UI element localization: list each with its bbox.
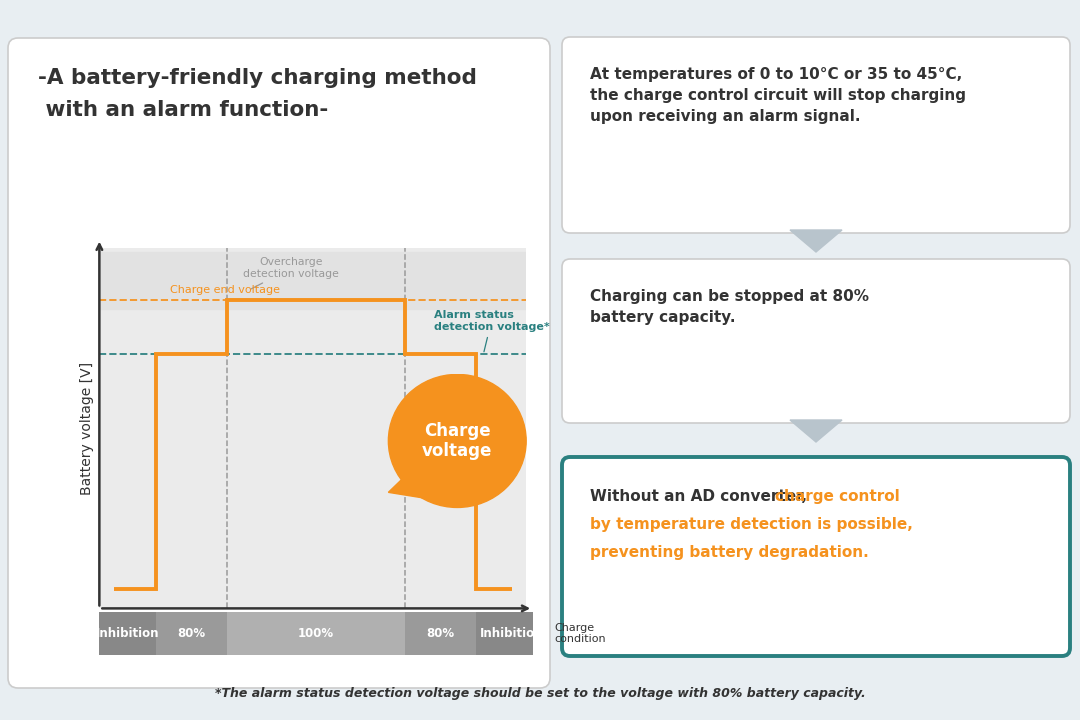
FancyBboxPatch shape <box>562 259 1070 423</box>
Text: Charge
condition: Charge condition <box>554 623 606 644</box>
Text: Without an AD converter,: Without an AD converter, <box>590 489 812 504</box>
FancyBboxPatch shape <box>562 457 1070 656</box>
Text: Charge end voltage: Charge end voltage <box>171 285 281 300</box>
Bar <box>157 611 228 655</box>
Polygon shape <box>389 459 426 498</box>
Polygon shape <box>789 420 842 442</box>
Polygon shape <box>789 230 842 252</box>
Text: 100%: 100% <box>298 627 335 640</box>
Text: Inhibition: Inhibition <box>480 627 543 640</box>
Text: Inhibition: Inhibition <box>96 627 160 640</box>
Text: preventing battery degradation.: preventing battery degradation. <box>590 545 868 560</box>
Text: Overcharge
detection voltage: Overcharge detection voltage <box>243 257 339 289</box>
Text: *The alarm status detection voltage should be set to the voltage with 80% batter: *The alarm status detection voltage shou… <box>215 687 865 700</box>
Text: 80%: 80% <box>178 627 206 640</box>
Bar <box>476 611 534 655</box>
Text: charge control: charge control <box>775 489 900 504</box>
FancyBboxPatch shape <box>8 38 550 688</box>
Text: -A battery-friendly charging method: -A battery-friendly charging method <box>38 68 477 88</box>
Text: Charging can be stopped at 80%
battery capacity.: Charging can be stopped at 80% battery c… <box>590 289 869 325</box>
Text: with an alarm function-: with an alarm function- <box>38 100 328 120</box>
Bar <box>405 611 476 655</box>
Circle shape <box>389 374 526 508</box>
Bar <box>99 251 526 310</box>
Text: Alarm status
detection voltage*: Alarm status detection voltage* <box>433 310 550 352</box>
Text: 80%: 80% <box>427 627 455 640</box>
Bar <box>228 611 405 655</box>
Text: Charge
voltage: Charge voltage <box>422 421 492 460</box>
Bar <box>99 611 157 655</box>
Text: At temperatures of 0 to 10°C or 35 to 45°C,
the charge control circuit will stop: At temperatures of 0 to 10°C or 35 to 45… <box>590 67 966 124</box>
Text: by temperature detection is possible,: by temperature detection is possible, <box>590 517 913 532</box>
FancyBboxPatch shape <box>562 37 1070 233</box>
X-axis label: Temperature[°C]: Temperature[°C] <box>255 634 370 649</box>
Y-axis label: Battery voltage [V]: Battery voltage [V] <box>80 362 94 495</box>
